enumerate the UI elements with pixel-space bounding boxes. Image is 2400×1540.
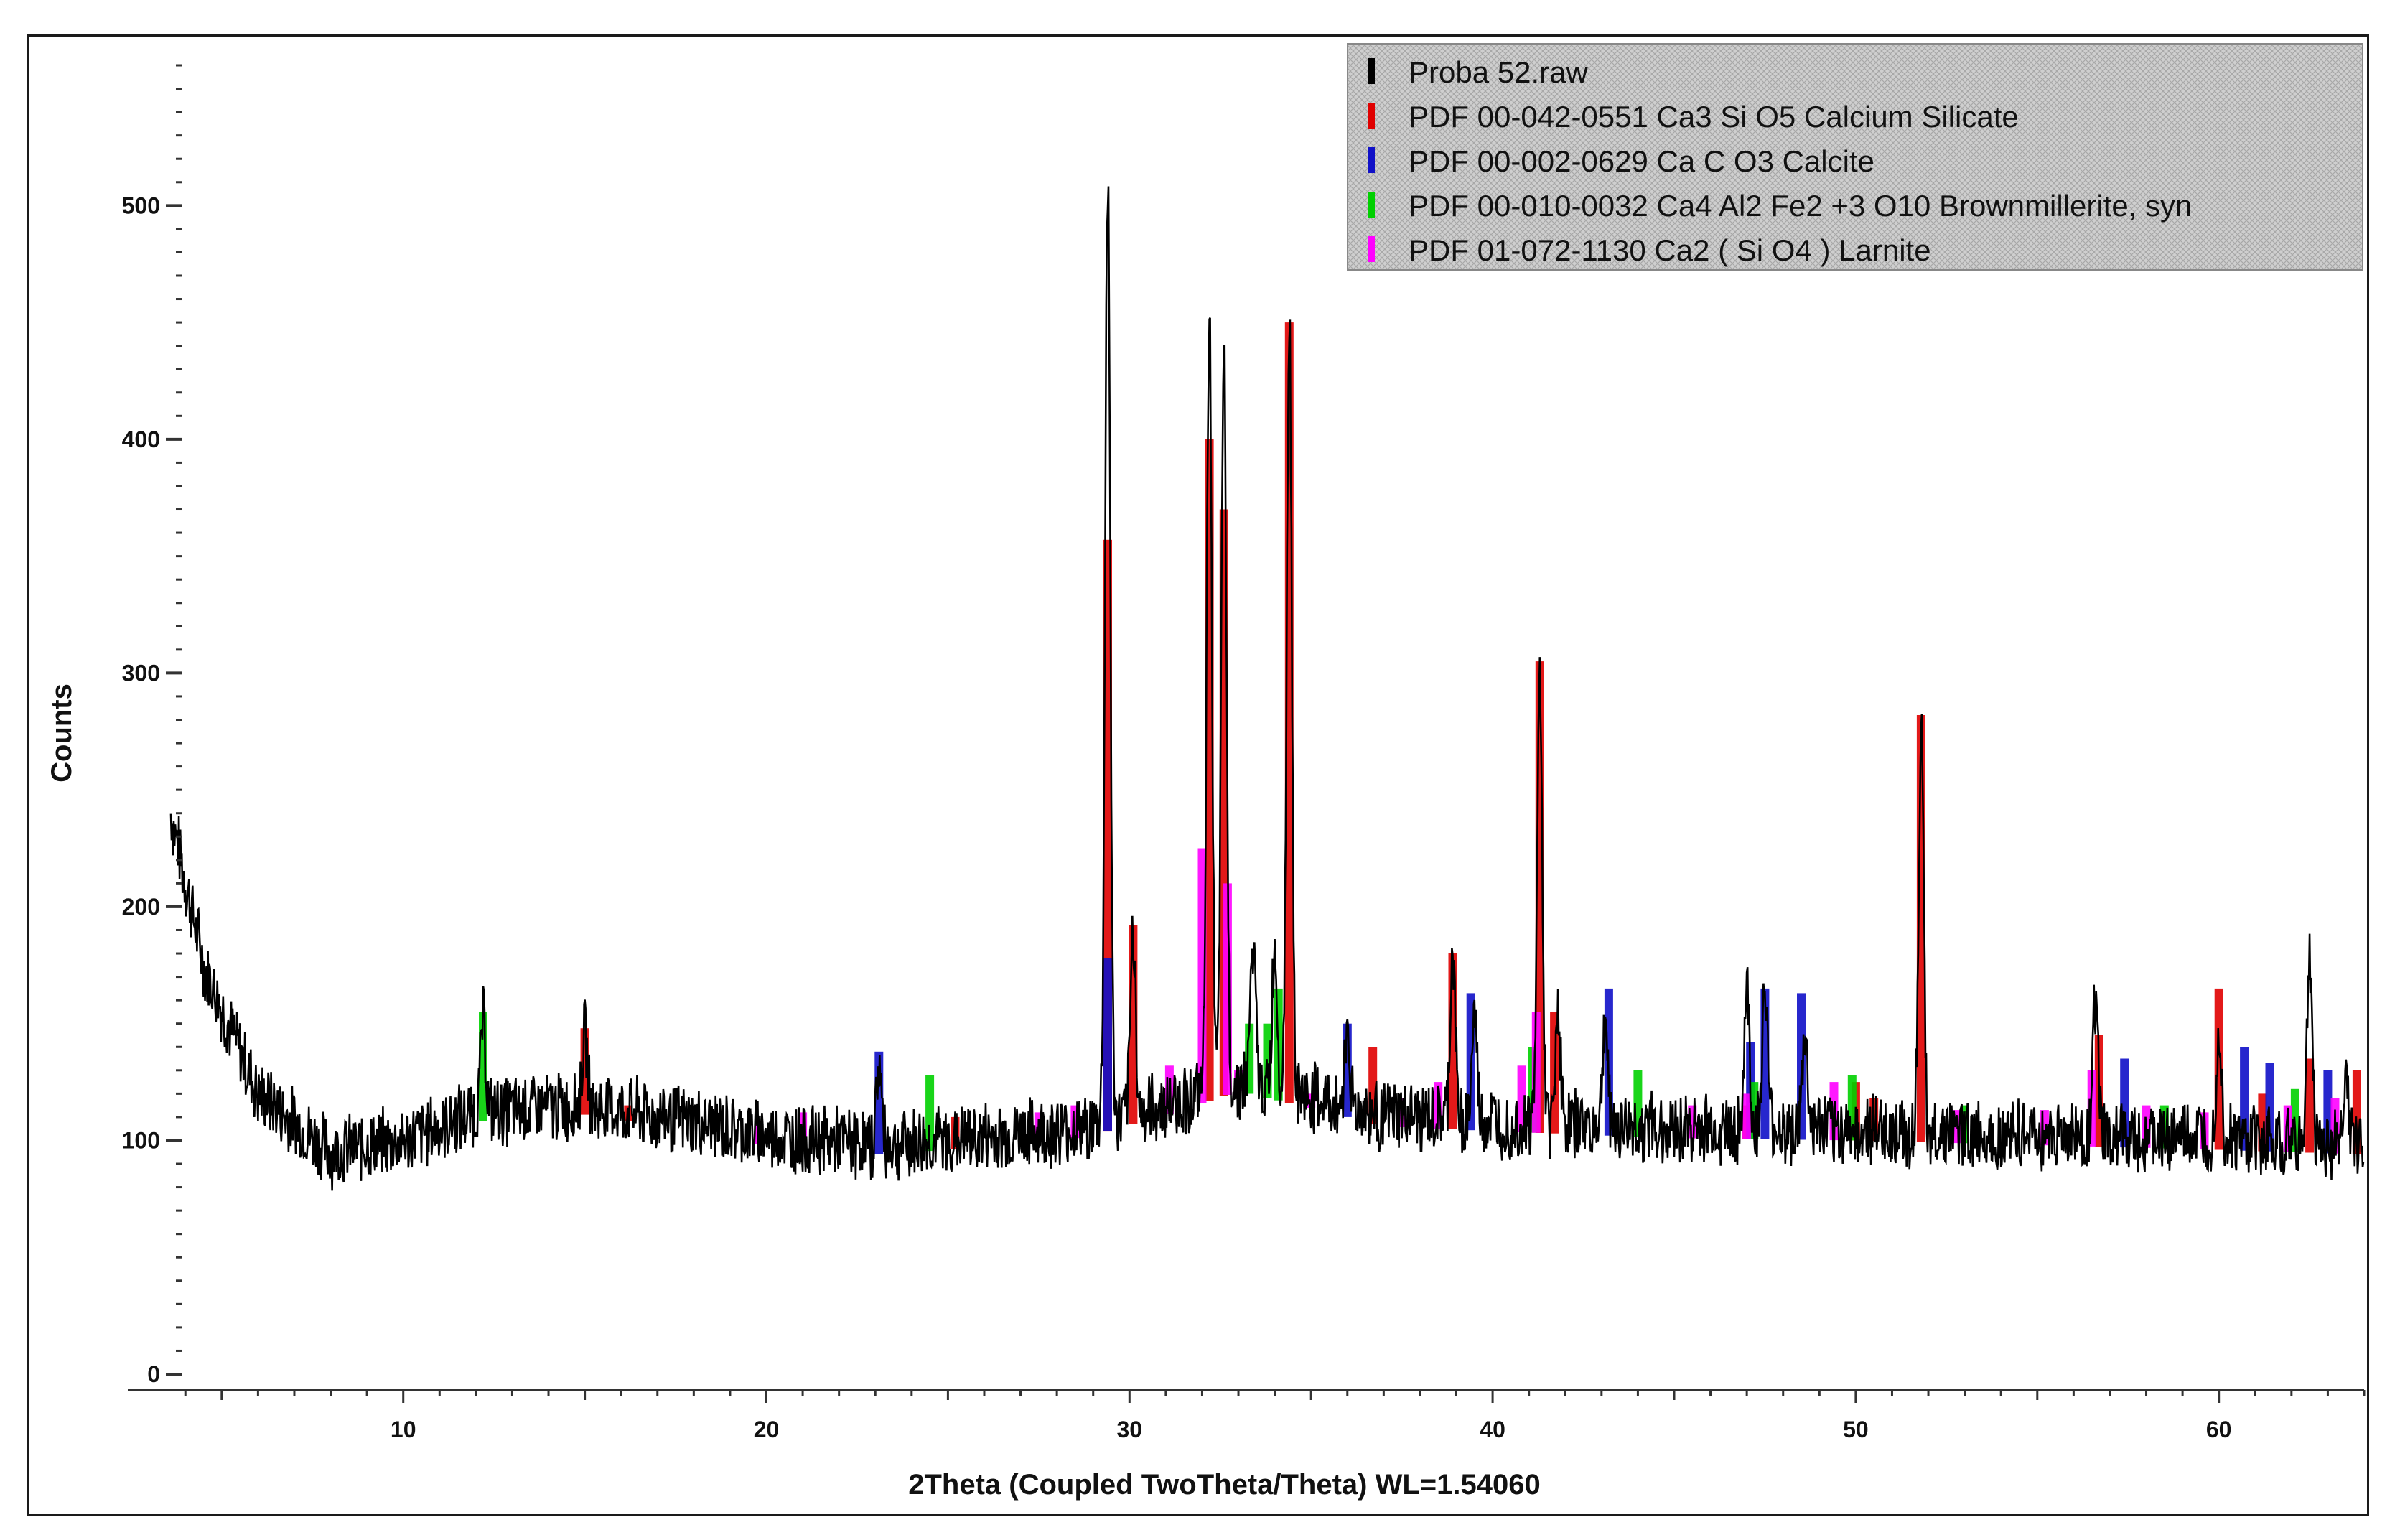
- y-tick-label: 400: [122, 426, 160, 452]
- x-tick-label: 50: [1843, 1417, 1869, 1442]
- y-tick-label: 200: [122, 894, 160, 920]
- legend-swatch: [1368, 192, 1375, 218]
- xrd-chart: 0 100 200 300 400 500 10 20 30 40 50 60 Proba 52.ra…: [46, 43, 2366, 1501]
- y-tick-label: 500: [122, 192, 160, 218]
- x-tick-label: 20: [754, 1417, 780, 1442]
- y-axis-label: Counts: [46, 683, 78, 783]
- legend-swatch: [1368, 103, 1375, 129]
- x-tick-label: 60: [2206, 1417, 2232, 1442]
- reference-stick: [1742, 1093, 1752, 1139]
- reference-stick: [925, 1075, 935, 1152]
- legend-swatch: [1368, 236, 1375, 262]
- x-axis-label: 2Theta (Coupled TwoTheta/Theta) WL=1.540…: [908, 1469, 1541, 1501]
- y-tick-label: 300: [122, 660, 160, 686]
- legend-label: PDF 01-072-1130 Ca2 ( Si O4 ) Larnite: [1409, 233, 1931, 267]
- reference-stick: [2305, 1058, 2315, 1153]
- x-tick-label: 10: [391, 1417, 416, 1442]
- legend-label: Proba 52.raw: [1409, 55, 1588, 89]
- reference-stick: [1103, 958, 1112, 1131]
- x-tick-label: 40: [1480, 1417, 1505, 1442]
- legend-label: PDF 00-042-0551 Ca3 Si O5 Calcium Silica…: [1409, 100, 2019, 134]
- legend-swatch: [1368, 58, 1375, 84]
- legend-box: [1347, 43, 2363, 271]
- legend-label: PDF 00-002-0629 Ca C O3 Calcite: [1409, 144, 1874, 178]
- legend-swatch: [1368, 147, 1375, 173]
- legend: Proba 52.raw PDF 00-042-0551 Ca3 Si O5 Ca…: [1347, 43, 2363, 271]
- series-line-raw: [169, 186, 2365, 1191]
- y-tick-label: 0: [147, 1361, 160, 1387]
- y-tick-label: 100: [122, 1127, 160, 1153]
- legend-label: PDF 00-010-0032 Ca4 Al2 Fe2 +3 O10 Brown…: [1409, 189, 2192, 223]
- reference-stick-layer: [479, 322, 2361, 1154]
- chart-frame: 0 100 200 300 400 500 10 20 30 40 50 60 Proba 52.ra…: [27, 34, 2369, 1516]
- x-tick-label: 30: [1117, 1417, 1143, 1442]
- axes: 0 100 200 300 400 500 10 20 30 40 50 60: [122, 64, 2366, 1442]
